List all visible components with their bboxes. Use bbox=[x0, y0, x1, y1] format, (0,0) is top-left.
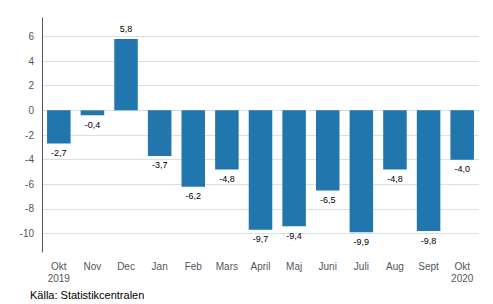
svg-text:-10: -10 bbox=[20, 228, 35, 239]
svg-text:Sept: Sept bbox=[418, 261, 439, 272]
svg-text:Juli: Juli bbox=[354, 261, 369, 272]
svg-text:Juni: Juni bbox=[319, 261, 337, 272]
svg-text:-9,7: -9,7 bbox=[253, 234, 269, 244]
svg-text:4: 4 bbox=[28, 56, 34, 67]
svg-text:Maj: Maj bbox=[286, 261, 302, 272]
svg-text:-2: -2 bbox=[25, 130, 34, 141]
svg-text:Dec: Dec bbox=[117, 261, 135, 272]
svg-text:6: 6 bbox=[28, 31, 34, 42]
svg-text:5,8: 5,8 bbox=[120, 24, 133, 34]
svg-text:2019: 2019 bbox=[48, 273, 71, 284]
svg-text:-9,4: -9,4 bbox=[286, 231, 302, 241]
svg-text:-4,8: -4,8 bbox=[387, 174, 403, 184]
svg-text:2020: 2020 bbox=[451, 273, 474, 284]
svg-text:0: 0 bbox=[28, 105, 34, 116]
svg-text:-6: -6 bbox=[25, 179, 34, 190]
svg-text:Okt: Okt bbox=[454, 261, 470, 272]
svg-text:-4,0: -4,0 bbox=[454, 164, 470, 174]
svg-text:Aug: Aug bbox=[386, 261, 404, 272]
svg-text:Okt: Okt bbox=[51, 261, 67, 272]
svg-text:Mars: Mars bbox=[216, 261, 238, 272]
svg-text:-0,4: -0,4 bbox=[85, 120, 101, 130]
svg-text:Nov: Nov bbox=[84, 261, 102, 272]
svg-text:-9,9: -9,9 bbox=[354, 237, 370, 247]
svg-text:Källa: Statistikcentralen: Källa: Statistikcentralen bbox=[30, 289, 144, 301]
svg-text:-3,7: -3,7 bbox=[152, 160, 168, 170]
svg-text:-6,5: -6,5 bbox=[320, 195, 336, 205]
svg-text:Jan: Jan bbox=[152, 261, 168, 272]
svg-text:-4,8: -4,8 bbox=[219, 174, 235, 184]
svg-text:-8: -8 bbox=[25, 203, 34, 214]
svg-text:-6,2: -6,2 bbox=[186, 191, 202, 201]
svg-text:-4: -4 bbox=[25, 154, 34, 165]
svg-text:April: April bbox=[250, 261, 270, 272]
svg-text:Feb: Feb bbox=[185, 261, 203, 272]
svg-text:2: 2 bbox=[28, 80, 34, 91]
svg-text:-2,7: -2,7 bbox=[51, 148, 67, 158]
svg-text:-9,8: -9,8 bbox=[421, 236, 437, 246]
